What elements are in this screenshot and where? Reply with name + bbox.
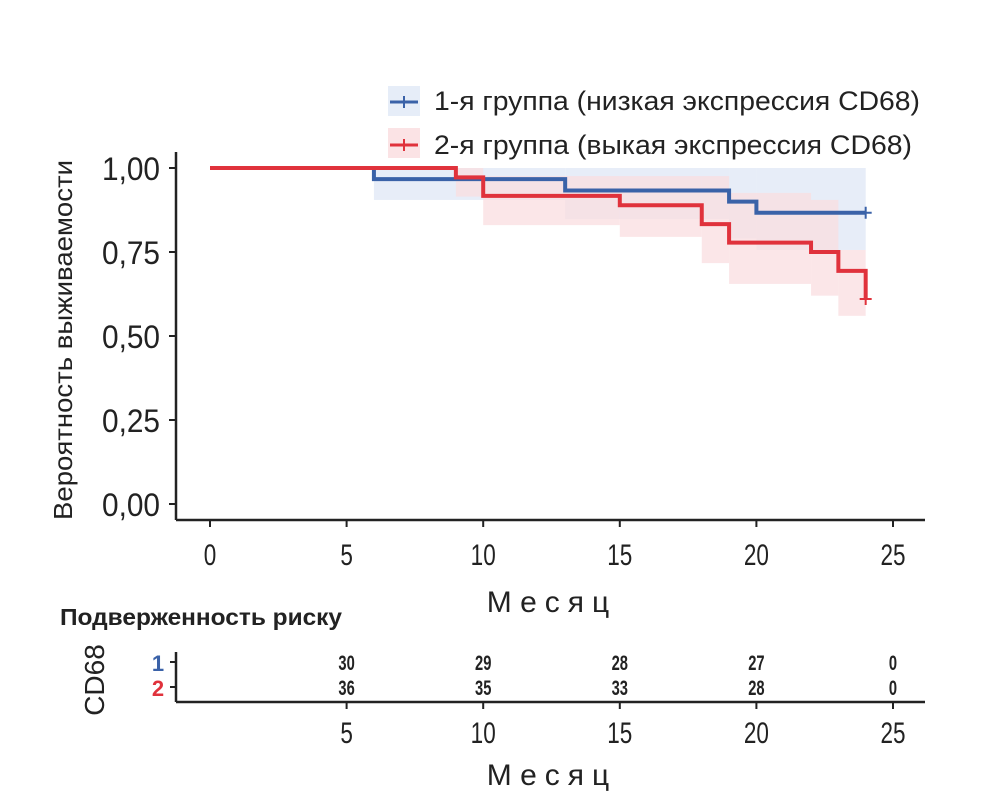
- ci-band-2: [455, 168, 484, 197]
- risk-table-title: Подверженность риску: [60, 604, 342, 630]
- risk-x-axis-title: Месяц: [487, 759, 617, 792]
- legend-label-2: 2-я группа (выкая экспрессия CD68): [434, 130, 912, 160]
- risk-count: 30: [338, 651, 354, 674]
- tick-marks: 0 5 10 15 20 25 0,00 0,25 0,50 0,75 1,00: [102, 151, 906, 572]
- risk-x-tick-label: 25: [880, 716, 905, 750]
- x-tick-label: 10: [471, 538, 496, 572]
- x-tick-label: 0: [204, 538, 217, 572]
- y-tick-label: 0,00: [102, 487, 160, 523]
- legend: 1-я группа (низкая экспрессия CD68) 2-я …: [388, 86, 920, 160]
- confidence-bands: [373, 168, 866, 316]
- x-axis-title: Месяц: [487, 586, 617, 619]
- risk-x-tick-label: 10: [471, 716, 496, 750]
- y-axis-title: Вероятность выживаемости: [48, 160, 78, 520]
- ci-band-2: [811, 199, 839, 296]
- x-tick-label: 5: [340, 538, 353, 572]
- risk-count: 0: [889, 676, 897, 699]
- risk-row-label-1: 1: [152, 651, 164, 676]
- risk-strata-label: CD68: [79, 644, 110, 716]
- risk-table: Подверженность риску CD68 1 30 29 28 27 02 36 3…: [60, 604, 925, 792]
- risk-count: 35: [475, 676, 491, 699]
- risk-count: 33: [612, 676, 628, 699]
- censor-mark-2: [859, 293, 872, 306]
- survival-curve-1: [210, 166, 866, 215]
- y-tick-label: 0,50: [102, 319, 160, 355]
- y-tick-label: 1,00: [102, 151, 160, 187]
- y-tick-label: 0,25: [102, 403, 160, 439]
- risk-row-label-2: 2: [152, 676, 164, 701]
- risk-count: 27: [748, 651, 764, 674]
- censor-mark-1: [859, 206, 872, 219]
- x-tick-label: 20: [744, 538, 769, 572]
- risk-count: 0: [889, 651, 897, 674]
- ci-band-2: [729, 192, 812, 284]
- x-tick-label: 25: [880, 538, 905, 572]
- legend-label-1: 1-я группа (низкая экспрессия CD68): [434, 86, 920, 116]
- y-tick-label: 0,75: [102, 235, 160, 271]
- risk-count: 28: [748, 676, 764, 699]
- risk-x-tick-label: 5: [340, 716, 353, 750]
- ci-band-2: [483, 176, 620, 226]
- risk-count: 36: [338, 676, 354, 699]
- ci-band-2: [838, 249, 866, 316]
- risk-x-tick-label: 15: [607, 716, 632, 750]
- x-tick-label: 15: [607, 538, 632, 572]
- risk-count: 28: [612, 651, 628, 674]
- survival-curve-2: [210, 166, 868, 300]
- survival-curves: [210, 166, 872, 306]
- risk-x-tick-label: 20: [744, 716, 769, 750]
- risk-count: 29: [475, 651, 491, 674]
